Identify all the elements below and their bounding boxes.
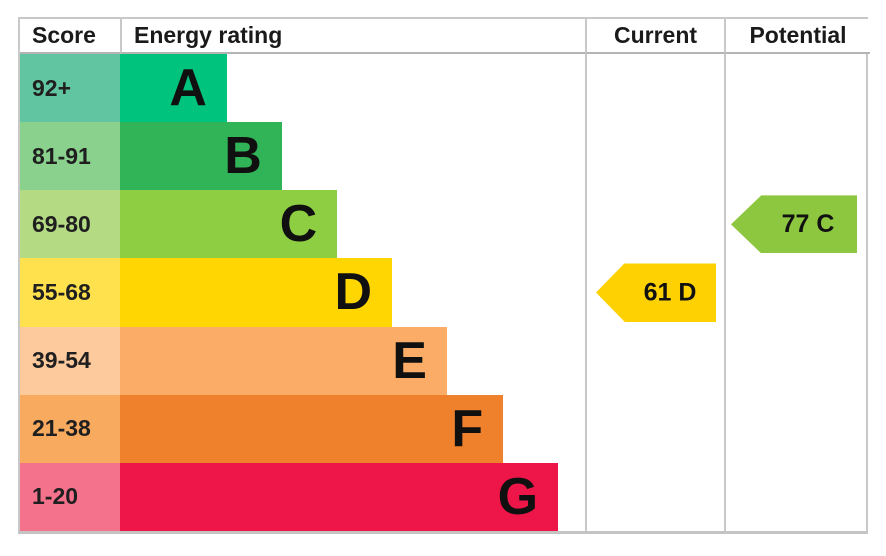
band-letter-f: F <box>451 399 484 458</box>
band-bar-c: C <box>120 190 338 259</box>
current-arrow: 61 D <box>596 263 716 322</box>
band-row-d: D <box>120 258 585 327</box>
current-arrow-label: 61 D <box>643 278 697 306</box>
band-bar-d: D <box>120 258 393 327</box>
score-range-a: 92+ <box>20 54 120 123</box>
band-bar-f: F <box>120 394 504 463</box>
potential-column: 77 C <box>724 54 870 531</box>
band-row-b: B <box>120 122 585 191</box>
band-row-g: G <box>120 462 585 531</box>
epc-table: Score Energy rating Current Potential 92… <box>18 17 870 534</box>
rating-bars-column: A B C D E F G <box>120 54 585 531</box>
band-row-e: E <box>120 326 585 395</box>
band-row-c: C <box>120 190 585 259</box>
band-bar-b: B <box>120 122 282 191</box>
band-letter-c: C <box>279 195 318 254</box>
header-energy-rating: Energy rating <box>120 19 585 54</box>
score-range-f: 21-38 <box>20 394 120 463</box>
score-range-b: 81-91 <box>20 122 120 191</box>
band-bar-e: E <box>120 326 447 395</box>
band-letter-e: E <box>392 331 427 390</box>
header-current: Current <box>585 19 724 54</box>
band-letter-d: D <box>334 263 373 322</box>
band-row-a: A <box>120 54 585 123</box>
header-potential: Potential <box>724 19 870 54</box>
potential-arrow-label: 77 C <box>781 209 835 238</box>
score-range-d: 55-68 <box>20 258 120 327</box>
potential-arrow: 77 C <box>731 195 857 254</box>
band-letter-a: A <box>169 59 207 118</box>
band-letter-b: B <box>224 127 262 186</box>
score-range-e: 39-54 <box>20 326 120 395</box>
current-column: 61 D <box>585 54 724 531</box>
band-bar-a: A <box>120 54 227 123</box>
header-score: Score <box>20 19 120 54</box>
score-range-g: 1-20 <box>20 462 120 531</box>
band-letter-g: G <box>497 467 539 526</box>
band-bar-g: G <box>120 462 559 531</box>
score-range-c: 69-80 <box>20 190 120 259</box>
band-row-f: F <box>120 394 585 463</box>
score-column: 92+ 81-91 69-80 55-68 39-54 21-38 1-20 <box>20 54 120 531</box>
